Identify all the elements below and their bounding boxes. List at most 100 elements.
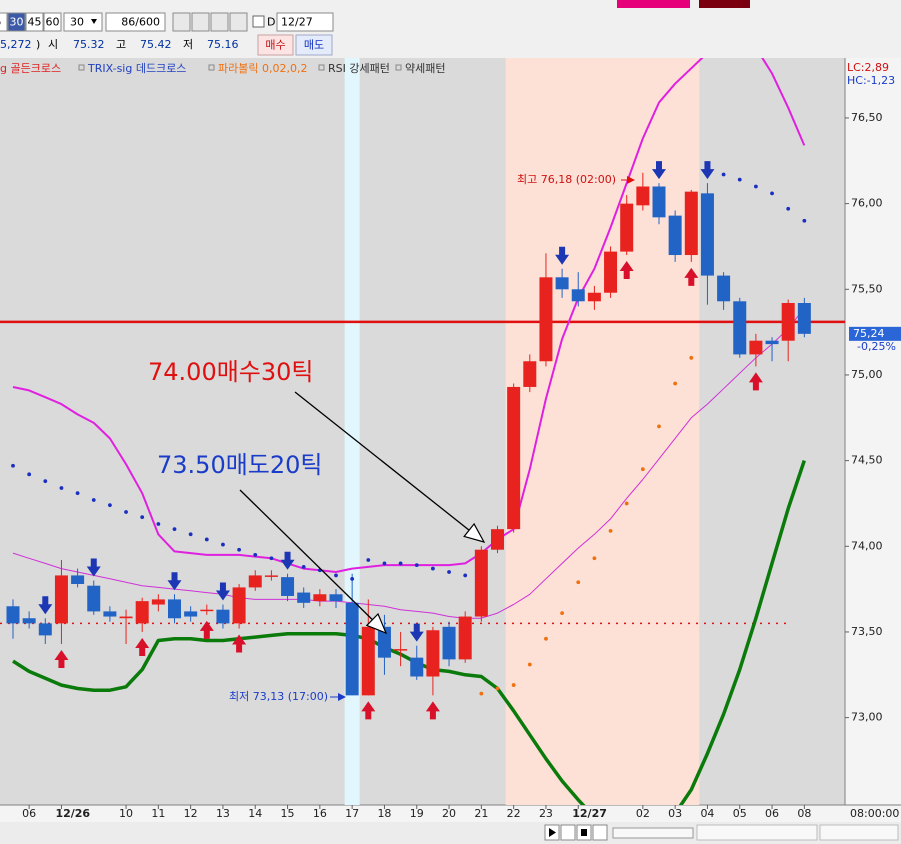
candle-body — [426, 630, 440, 677]
candle-body — [523, 361, 537, 387]
tool-icon[interactable] — [191, 12, 210, 32]
candle-body — [604, 251, 618, 293]
candle-body — [184, 611, 198, 617]
candle-body — [6, 606, 20, 624]
candle-body — [684, 191, 698, 256]
x-tick-label: 06 — [22, 807, 36, 820]
order-button[interactable] — [617, 0, 690, 8]
scroll-button[interactable] — [560, 824, 576, 841]
sar-dot — [640, 467, 645, 472]
zoom-tools[interactable] — [819, 824, 899, 841]
sar-dot — [334, 573, 338, 578]
candle-body — [313, 594, 327, 602]
count-box[interactable] — [105, 12, 166, 32]
sar-dot — [27, 472, 32, 477]
up-arrow — [135, 637, 150, 656]
buy-button[interactable] — [257, 34, 294, 56]
quote-low-label: 저 — [183, 38, 193, 51]
up-arrow — [748, 372, 763, 391]
candle-body — [38, 623, 52, 636]
period-button[interactable] — [43, 12, 62, 32]
candle-body — [329, 594, 343, 602]
sar-dot — [188, 532, 193, 537]
up-arrow — [232, 634, 247, 653]
candle-body — [216, 609, 230, 624]
candle-body — [103, 611, 117, 617]
sar-dot — [204, 537, 209, 542]
sar-dot — [608, 528, 613, 533]
x-tick-label: 12 — [184, 807, 198, 820]
up-arrow — [361, 701, 376, 720]
candle-body — [620, 203, 634, 252]
y-tick-label: 74,00 — [851, 539, 883, 552]
y-tick-label: 76,50 — [851, 111, 883, 124]
legend-entry[interactable]: 파라볼릭 0,02,0,2 — [218, 62, 307, 75]
candle-body — [410, 657, 424, 677]
period-button[interactable] — [7, 12, 26, 32]
date-flag: D — [267, 16, 275, 29]
candle-body — [474, 549, 488, 617]
sar-dot — [59, 486, 64, 490]
x-tick-label: 23 — [539, 807, 553, 820]
zoom-tools[interactable] — [696, 824, 818, 841]
sar-dot — [414, 563, 419, 568]
legend-entry[interactable]: 약세패턴 — [405, 61, 445, 75]
dropdown-icon — [91, 19, 97, 24]
sar-dot — [447, 570, 451, 574]
down-arrow — [38, 596, 53, 615]
candle-body — [539, 277, 553, 362]
sar-dot — [689, 355, 694, 360]
sar-dot — [463, 573, 468, 578]
x-tick-label: 08 — [797, 807, 811, 820]
live-button[interactable] — [699, 0, 750, 8]
interval-select[interactable] — [63, 12, 103, 32]
down-arrow — [409, 623, 424, 642]
x-tick-label: 05 — [733, 807, 747, 820]
down-arrow — [215, 582, 230, 601]
sell-button[interactable] — [295, 34, 333, 56]
date-check[interactable] — [252, 15, 265, 28]
date-box[interactable] — [276, 12, 334, 32]
x-tick-label: 03 — [668, 807, 682, 820]
candle-body — [555, 277, 569, 290]
annotation-arrow — [239, 489, 388, 635]
tool-icon[interactable] — [172, 12, 191, 32]
period-button[interactable] — [0, 12, 8, 32]
sar-dot — [431, 566, 435, 571]
sar-dot — [91, 498, 96, 502]
sell-label: 매도 — [304, 39, 324, 52]
sar-dot — [786, 206, 791, 211]
sar-dot — [576, 580, 581, 585]
legend-entry[interactable]: TRIX-sig 데드크로스 — [87, 62, 186, 75]
candle-body — [458, 616, 472, 660]
indicator-line — [12, 58, 806, 573]
legend-entry[interactable]: RSI 강세패턴 — [328, 62, 390, 75]
candle-body — [232, 587, 246, 624]
x-tick-label: 04 — [700, 807, 714, 820]
y-tick-label: 75,00 — [851, 368, 883, 381]
sar-dot — [657, 424, 661, 429]
legend-entry[interactable]: g 골든크로스 — [0, 62, 61, 75]
sar-dot — [527, 662, 532, 667]
sar-dot — [43, 479, 48, 484]
candle-body — [571, 289, 585, 302]
candle-body — [87, 585, 101, 612]
y-tick-label: 73,50 — [851, 625, 883, 638]
candle-body — [361, 626, 375, 696]
overlay-layer: 74.00매수30틱 73.50매도20틱 최고 76,18 (02:00) 최저 7… — [0, 61, 635, 703]
scroll-button[interactable] — [592, 824, 608, 841]
tool-icon[interactable] — [210, 12, 229, 32]
scroll-track[interactable] — [612, 827, 694, 839]
sar-dot — [770, 191, 774, 196]
scroll-controls[interactable] — [544, 824, 899, 841]
candle-body — [442, 626, 456, 660]
down-arrow — [86, 558, 101, 577]
candle-body — [54, 575, 68, 624]
quote-paren: ) — [36, 38, 40, 51]
period-button[interactable] — [25, 12, 44, 32]
sar-dot — [140, 515, 145, 520]
low-note: 최저 73,13 (17:00) — [229, 690, 328, 703]
x-tick-label: 18 — [377, 807, 391, 820]
tool-icon[interactable] — [229, 12, 248, 32]
